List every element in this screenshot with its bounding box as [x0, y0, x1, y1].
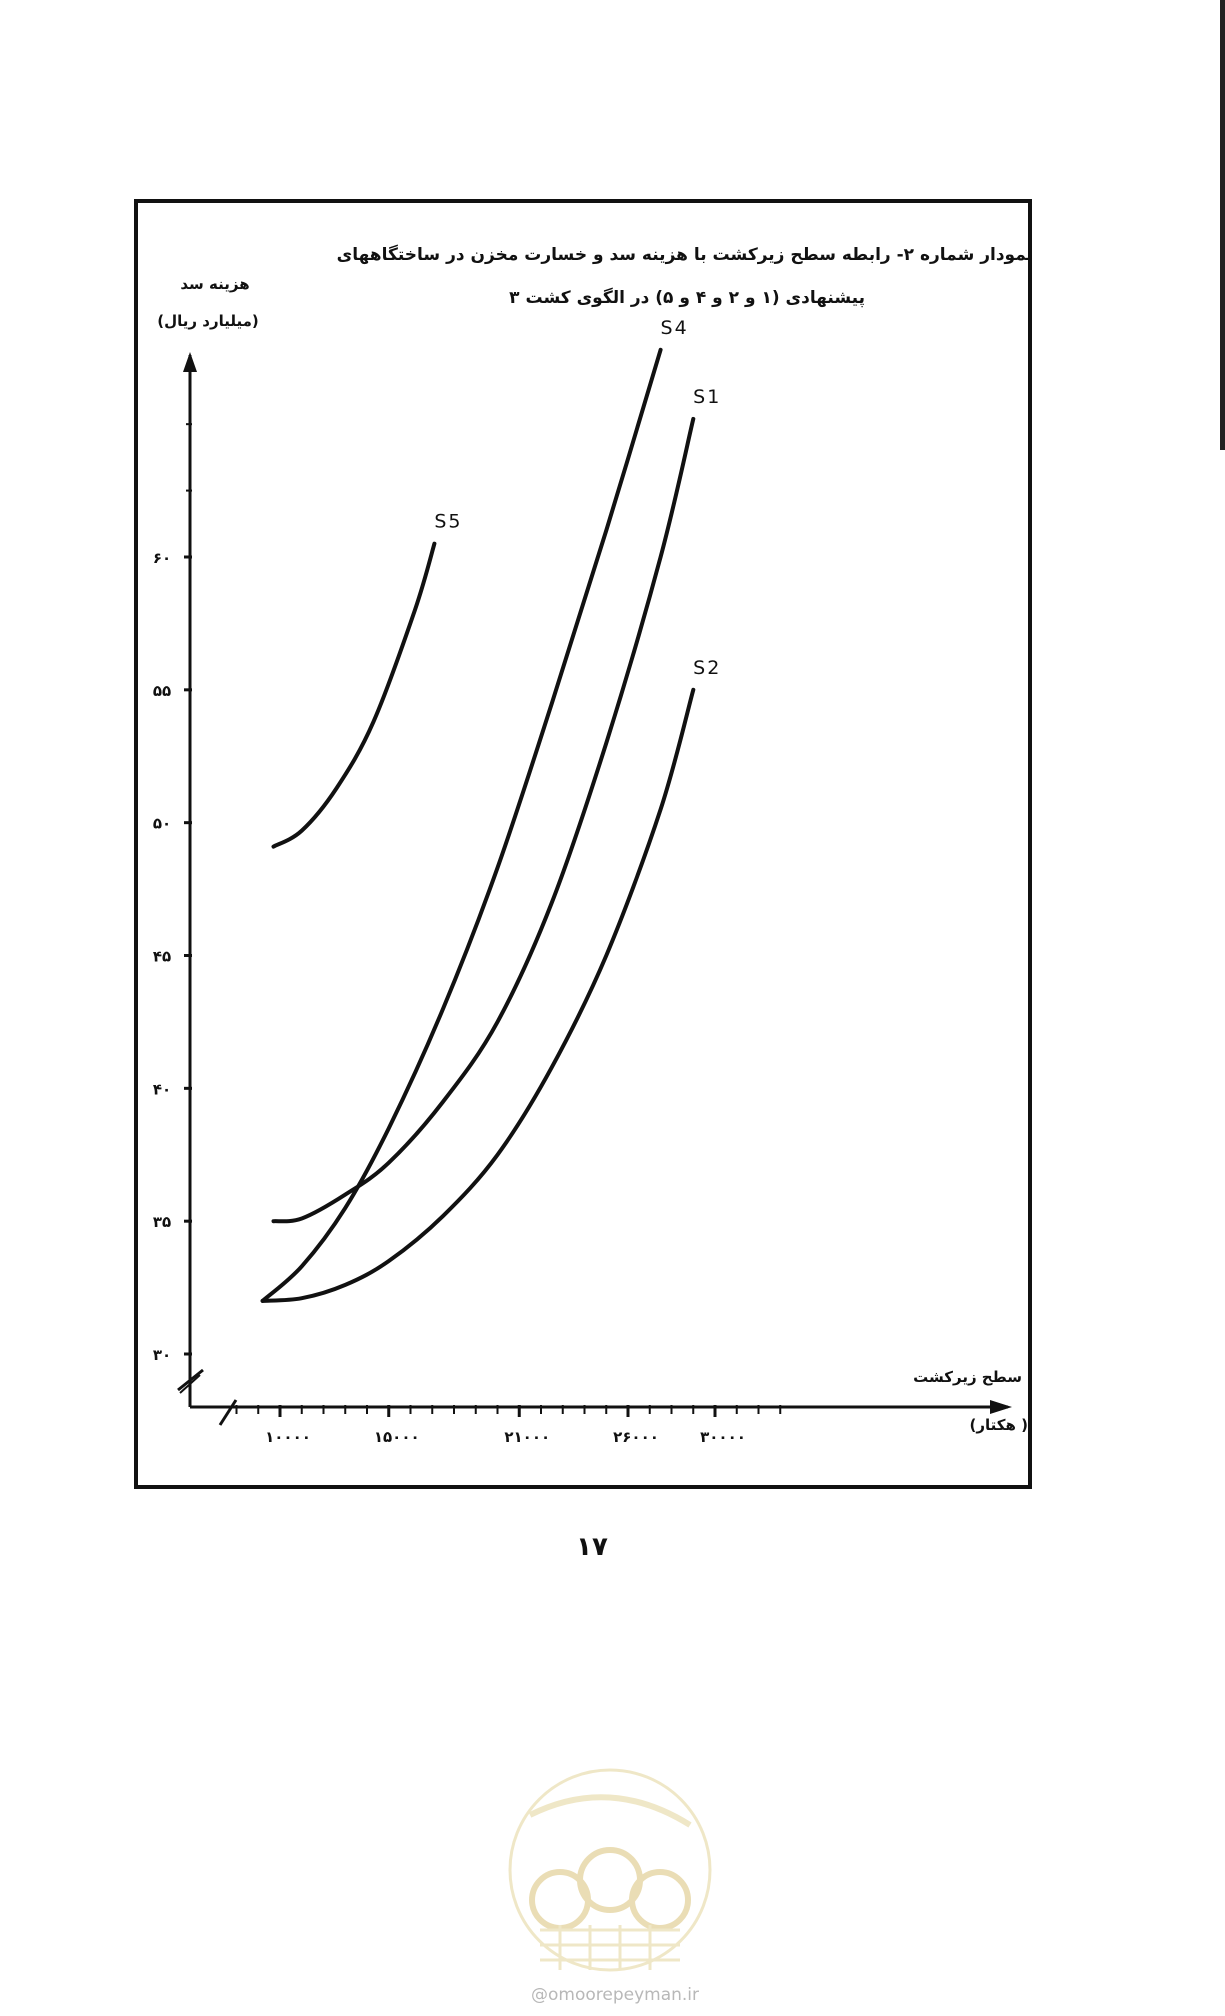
y-tick-label: ۵۵ — [153, 682, 171, 700]
series-line-s2 — [260, 687, 696, 1303]
y-tick-label: ۴۰ — [153, 1080, 171, 1098]
series-line-s1 — [271, 416, 696, 1224]
series-lines — [260, 347, 696, 1303]
y-tick-label: ۶۰ — [153, 549, 171, 567]
figure-frame — [134, 199, 1032, 1489]
x-tick-label: ۳۰۰۰۰ — [700, 1428, 746, 1446]
x-axis-arrow — [990, 1400, 1012, 1414]
chart-title-line-2: پیشنهادی (۱ و ۲ و ۴ و ۵) در الگوی کشت ۳ — [509, 288, 865, 308]
x-tick-label: ۱۰۰۰۰ — [265, 1428, 311, 1446]
x-tick-label: ۲۱۰۰۰ — [504, 1428, 550, 1446]
x-axis-break-mark — [218, 1399, 238, 1426]
series-label-s2: S2 — [693, 657, 721, 679]
series-label-s5: S5 — [434, 511, 462, 533]
y-axis-label: هزینه سد — [180, 275, 250, 293]
y-tick-label: ۳۵ — [153, 1213, 171, 1231]
series-label-s1: S1 — [693, 386, 721, 408]
x-axis-unit: ( هکتار) — [969, 1416, 1028, 1434]
series-line-s5 — [271, 541, 437, 849]
chart-title-line-1: نمودار شماره ۲- رابطه سطح زیرکشت با هزین… — [336, 245, 1033, 265]
y-tick-label: ۵۰ — [153, 815, 171, 833]
y-axis-break-mark — [177, 1368, 204, 1392]
y-axis-unit: (میلیارد ریال) — [157, 312, 259, 330]
axes — [177, 352, 1012, 1426]
watermark-site: @omoorepeyman.ir — [530, 1985, 700, 2005]
series-label-s4: S4 — [661, 317, 689, 339]
ticks: ۳۰ ۳۵ ۴۰ ۴۵ ۵۰ ۵۵ ۶۰ ۱۰۰۰۰ ۱۵۰۰۰ ۲۱۰۰۰ ۲۶۰۰۰ ۳۰۰۰۰ — [153, 423, 782, 1446]
x-tick-label: ۲۶۰۰۰ — [613, 1428, 659, 1446]
y-tick-label: ۳۰ — [153, 1346, 171, 1364]
watermark-logo — [508, 1768, 712, 1972]
series-line-s4 — [260, 347, 663, 1303]
x-tick-label: ۱۵۰۰۰ — [374, 1428, 420, 1446]
series-labels: S5 S4 S1 S2 — [434, 317, 721, 679]
y-tick-label: ۴۵ — [153, 948, 171, 966]
y-axis-break-mark-2 — [179, 1374, 201, 1394]
x-axis-label: سطح زیرکشت — [913, 1368, 1022, 1386]
scan-edge — [1220, 0, 1225, 450]
y-axis-arrow — [183, 352, 197, 372]
page-number: ۱۷ — [576, 1532, 608, 1562]
